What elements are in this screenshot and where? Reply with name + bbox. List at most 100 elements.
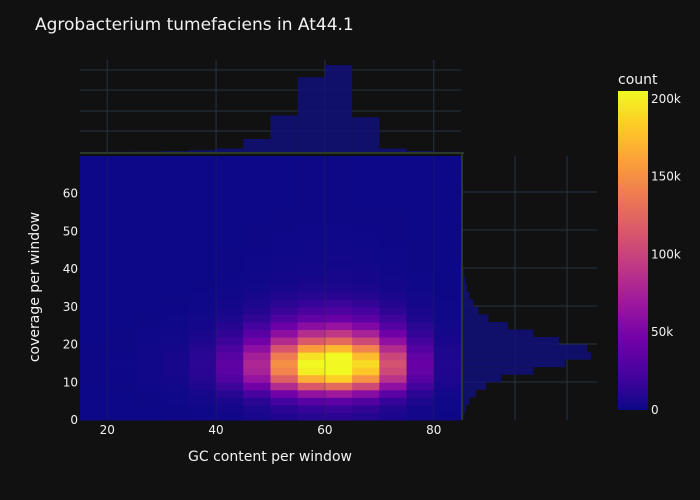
heatmap-cell — [297, 329, 326, 338]
heatmap-cell — [80, 269, 108, 278]
heatmap-cell — [433, 314, 462, 323]
chart-title: Agrobacterium tumefaciens in At44.1 — [35, 15, 354, 35]
heatmap-cell — [379, 359, 408, 368]
heatmap-cell — [379, 367, 408, 376]
top-marginal-bar — [297, 77, 325, 152]
right-marginal-bar — [463, 344, 588, 353]
heatmap-cell — [134, 359, 163, 368]
heatmap-cell — [270, 306, 299, 315]
heatmap-cell — [406, 314, 435, 323]
heatmap-cell — [433, 284, 462, 293]
heatmap-cell — [80, 374, 108, 383]
heatmap-cell — [134, 397, 163, 406]
x-axis-ticks: 20 40 60 80 — [100, 423, 442, 437]
heatmap-cell — [243, 254, 271, 263]
heatmap-cell — [297, 163, 326, 172]
heatmap-cell — [406, 201, 435, 210]
heatmap-cell — [324, 314, 353, 323]
heatmap-cell — [134, 178, 163, 187]
heatmap-cell — [406, 291, 435, 300]
heatmap-cell — [379, 412, 408, 421]
heatmap-cell — [433, 344, 462, 353]
heatmap-cell — [243, 171, 271, 180]
heatmap-cell — [80, 284, 108, 293]
heatmap-cell — [80, 276, 108, 285]
heatmap-cell — [406, 389, 435, 398]
heatmap-cell — [270, 208, 299, 217]
y-tick-label: 20 — [63, 338, 78, 352]
heatmap-cell — [324, 208, 353, 217]
heatmap-cell — [107, 178, 135, 187]
heatmap-cell — [324, 321, 353, 330]
heatmap-cell — [324, 306, 353, 315]
heatmap-cell — [433, 156, 462, 165]
heatmap-cell — [80, 299, 108, 308]
heatmap-cell — [107, 382, 135, 391]
heatmap-cell — [433, 382, 462, 391]
heatmap-cell — [134, 412, 163, 421]
heatmap-cell — [379, 238, 408, 248]
heatmap-cell — [80, 216, 108, 225]
heatmap-cell — [107, 367, 135, 376]
heatmap-cell — [188, 329, 217, 338]
heatmap-cell — [433, 223, 462, 232]
heatmap-cell — [107, 359, 135, 368]
heatmap-cell — [107, 329, 135, 338]
heatmap-cell — [352, 412, 380, 421]
heatmap-cell — [352, 314, 380, 323]
heatmap-cell — [433, 352, 462, 361]
heatmap-cell — [243, 208, 271, 217]
heatmap-cell — [107, 299, 135, 308]
heatmap-cell — [243, 276, 271, 285]
heatmap-cell — [352, 231, 380, 240]
heatmap-cell — [161, 337, 190, 346]
heatmap-cell — [406, 321, 435, 330]
heatmap-cell — [379, 314, 408, 323]
heatmap-cell — [352, 171, 380, 180]
heatmap-cell — [324, 329, 353, 338]
heatmap-cell — [406, 374, 435, 383]
heatmap-cell — [297, 269, 326, 278]
heatmap-cell — [352, 276, 380, 285]
heatmap-cell — [379, 404, 408, 413]
heatmap-cell — [406, 193, 435, 202]
heatmap-cell — [80, 254, 108, 263]
heatmap-cell — [161, 374, 190, 383]
heatmap-cell — [188, 299, 217, 308]
heatmap-cell — [216, 201, 244, 210]
right-marginal-bar — [463, 284, 467, 292]
heatmap-cell — [107, 163, 135, 172]
heatmap-cell — [80, 163, 108, 172]
heatmap-cell — [107, 374, 135, 383]
heatmap-cell — [270, 193, 299, 202]
heatmap-cell — [161, 171, 190, 180]
heatmap-cell — [352, 337, 380, 346]
heatmap-cell — [161, 276, 190, 285]
top-marginal-bar — [188, 150, 217, 152]
heatmap-cell — [243, 284, 271, 293]
heatmap-cell — [134, 337, 163, 346]
heatmap-cell — [107, 269, 135, 278]
heatmap-cell — [134, 261, 163, 270]
heatmap-cell — [324, 382, 353, 391]
top-marginal-bar — [324, 65, 353, 152]
heatmap-cell — [134, 186, 163, 195]
heatmap-cell — [297, 201, 326, 210]
heatmap-cell — [243, 306, 271, 315]
heatmap-cell — [134, 156, 163, 165]
heatmap-cell — [406, 208, 435, 217]
heatmap-cell — [352, 216, 380, 225]
heatmap-cell — [216, 171, 244, 180]
heatmap-cell — [134, 404, 163, 413]
heatmap-cell — [270, 374, 299, 383]
heatmap-cell — [188, 178, 217, 187]
heatmap-cell — [297, 193, 326, 202]
heatmap-cell — [433, 186, 462, 195]
heatmap-cell — [352, 178, 380, 187]
right-marginal-bar — [463, 269, 465, 277]
heatmap-cell — [324, 178, 353, 187]
heatmap-cell — [161, 238, 190, 248]
heatmap-cell — [134, 276, 163, 285]
heatmap-cell — [216, 163, 244, 172]
heatmap-cell — [107, 344, 135, 353]
